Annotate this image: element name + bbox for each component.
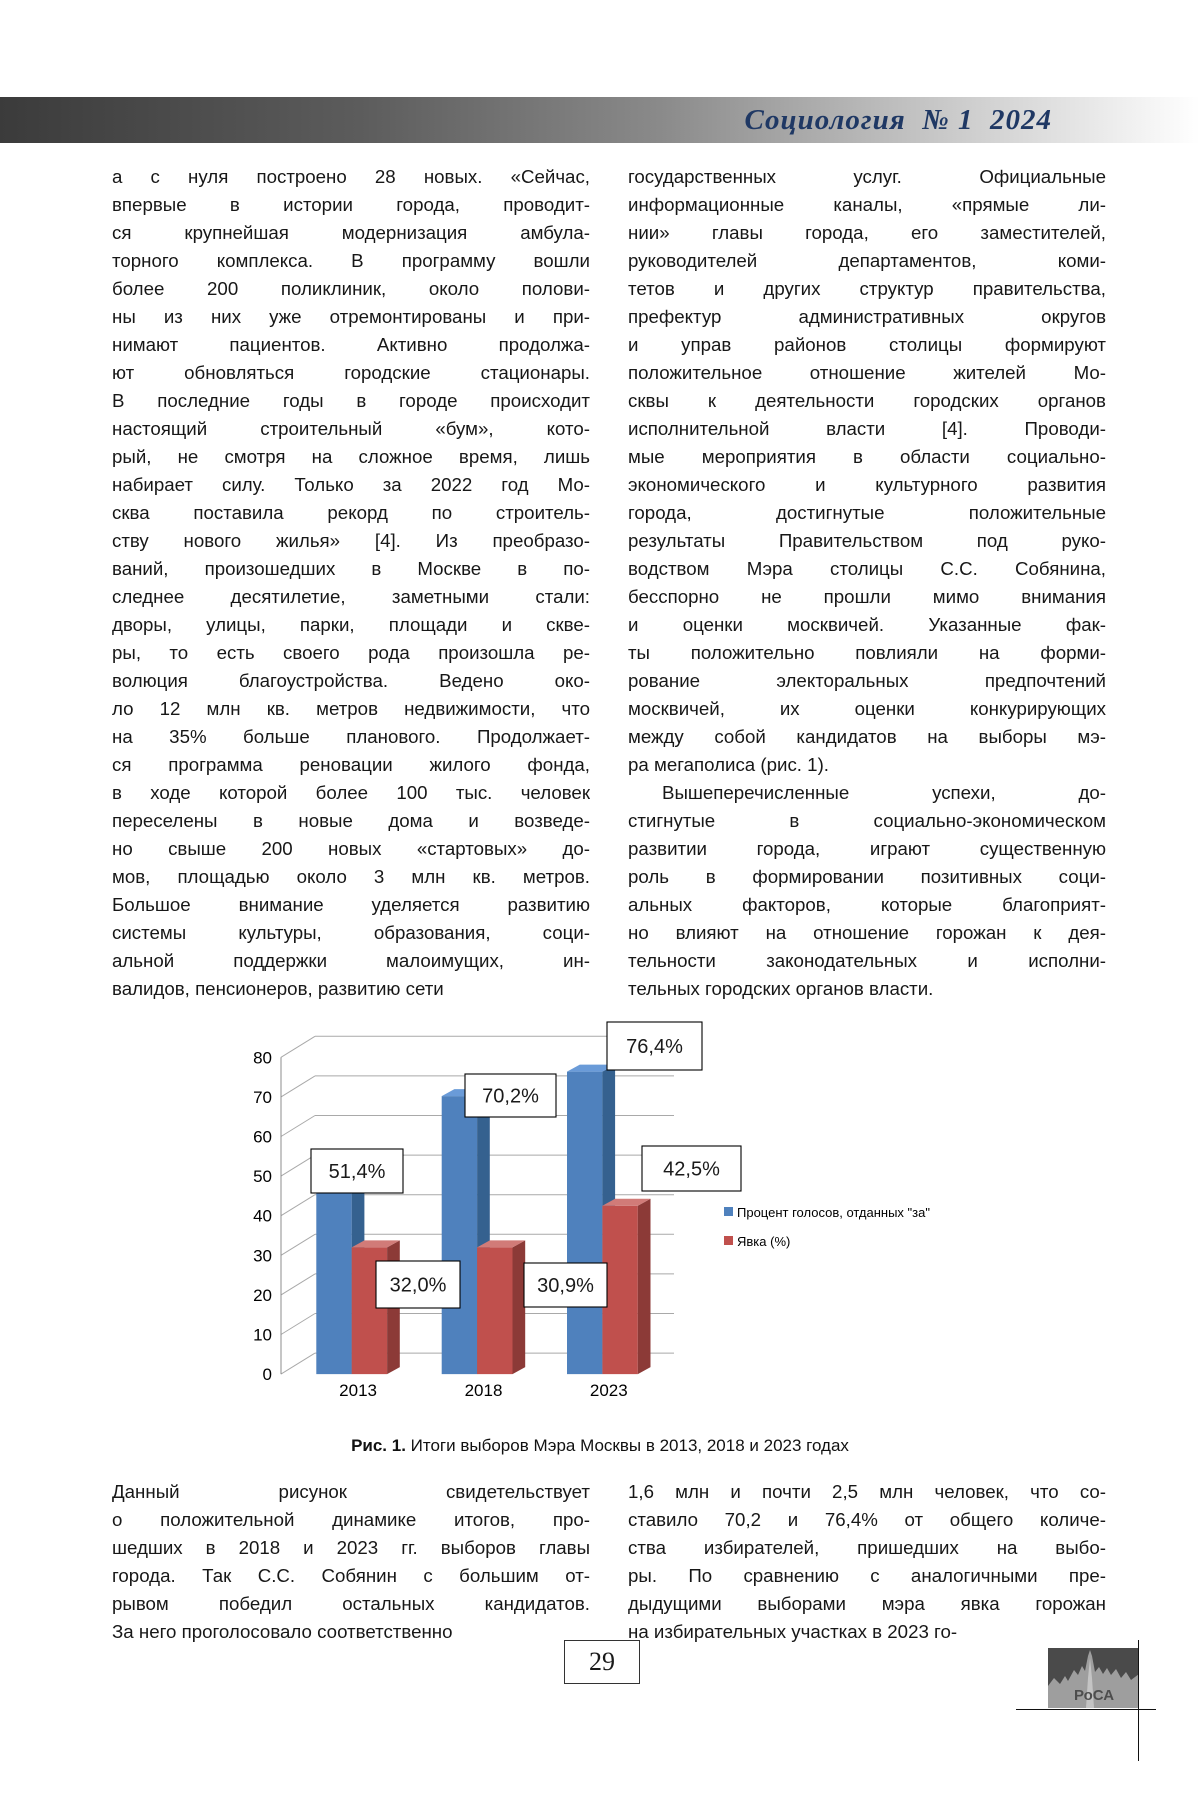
svg-text:40: 40	[253, 1207, 272, 1226]
svg-text:42,5%: 42,5%	[663, 1159, 720, 1181]
svg-text:60: 60	[253, 1128, 272, 1147]
svg-text:70: 70	[253, 1088, 272, 1107]
svg-text:76,4%: 76,4%	[626, 1036, 683, 1058]
svg-text:32,0%: 32,0%	[390, 1275, 447, 1297]
svg-text:2018: 2018	[465, 1381, 503, 1400]
svg-text:2023: 2023	[590, 1381, 628, 1400]
svg-text:80: 80	[253, 1048, 272, 1067]
svg-text:РоСА: РоСА	[1074, 1687, 1114, 1704]
svg-text:0: 0	[263, 1365, 272, 1384]
svg-text:2013: 2013	[339, 1381, 377, 1400]
svg-text:20: 20	[253, 1286, 272, 1305]
svg-text:10: 10	[253, 1326, 272, 1345]
svg-text:70,2%: 70,2%	[482, 1086, 539, 1108]
svg-text:50: 50	[253, 1167, 272, 1186]
svg-text:Процент голосов, отданных "за": Процент голосов, отданных "за"	[737, 1205, 930, 1220]
svg-text:30: 30	[253, 1246, 272, 1265]
svg-text:51,4%: 51,4%	[329, 1161, 386, 1183]
svg-text:Явка (%): Явка (%)	[737, 1234, 790, 1249]
svg-text:30,9%: 30,9%	[537, 1275, 594, 1297]
